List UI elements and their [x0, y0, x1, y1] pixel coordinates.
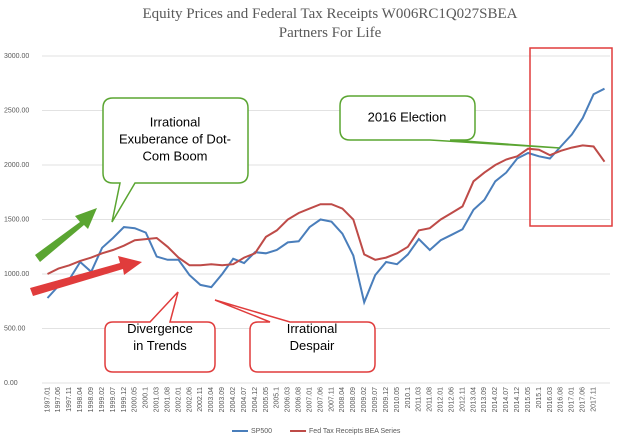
x-tick-label: 2001.08 — [164, 387, 171, 412]
x-tick-label: 2000.1 — [143, 387, 150, 409]
y-tick-label: 500.00 — [4, 325, 26, 332]
x-tick-label: 2007.01 — [306, 387, 313, 412]
callout — [104, 291, 216, 373]
annotation: Com Boom — [142, 148, 207, 163]
x-tick-label: 1998.09 — [88, 387, 95, 412]
x-tick-label: 1997.11 — [66, 387, 73, 412]
x-tick-label: 2015.1 — [536, 387, 543, 409]
x-tick-label: 2005.1 — [274, 387, 281, 409]
x-tick-label: 2005.05 — [263, 387, 270, 412]
callout — [214, 299, 376, 373]
x-tick-label: 1997.06 — [55, 387, 62, 412]
x-tick-label: 2011.03 — [416, 387, 423, 412]
x-tick-label: 2015.05 — [525, 387, 532, 412]
x-tick-label: 2000.05 — [132, 387, 139, 412]
series-line — [47, 144, 606, 275]
callout — [339, 95, 561, 149]
x-tick-label: 2013.04 — [470, 387, 477, 412]
x-tick-label: 2001.03 — [154, 387, 161, 412]
highlight-box — [529, 47, 613, 227]
legend-label: SP500 — [251, 428, 272, 435]
x-tick-label: 2007.11 — [328, 387, 335, 412]
x-tick-label: 2007.06 — [317, 387, 324, 412]
y-tick-label: 1500.00 — [4, 216, 29, 223]
x-tick-label: 2003.09 — [219, 387, 226, 412]
x-tick-label: 2016.03 — [547, 387, 554, 412]
x-tick-label: 2004.12 — [252, 387, 259, 412]
annotation: in Trends — [133, 338, 187, 353]
annotation: Irrational — [287, 321, 338, 336]
x-tick-label: 2010.05 — [394, 387, 401, 412]
x-tick-label: 2004.07 — [241, 387, 248, 412]
x-tick-label: 2012.06 — [448, 387, 455, 412]
x-tick-label: 2002.01 — [175, 387, 182, 412]
annotation: Divergence — [127, 321, 193, 336]
x-tick-label: 2017.11 — [590, 387, 597, 412]
annotation: 2016 Election — [368, 109, 447, 124]
x-tick-label: 2009.12 — [383, 387, 390, 412]
y-tick-label: 1000.00 — [4, 271, 29, 278]
plot — [46, 87, 606, 306]
green-arrow — [35, 208, 97, 262]
x-tick-label: 2004.02 — [230, 387, 237, 412]
x-tick-label: 2009.07 — [372, 387, 379, 412]
y-tick-label: 3000.00 — [4, 53, 29, 60]
x-tick-label: 2008.04 — [339, 387, 346, 412]
x-tick-label: 2002.06 — [186, 387, 193, 412]
x-tick-label: 2017.06 — [580, 387, 587, 412]
x-tick-label: 2003.04 — [208, 387, 215, 412]
x-tick-label: 1997.01 — [44, 387, 51, 412]
x-tick-label: 2014.07 — [503, 387, 510, 412]
x-tick-label: 2002.11 — [197, 387, 204, 412]
x-tick-label: 2009.02 — [361, 387, 368, 412]
x-tick-label: 2012.11 — [459, 387, 466, 412]
y-tick-label: 2000.00 — [4, 162, 29, 169]
x-tick-label: 1999.07 — [110, 387, 117, 412]
x-tick-label: 2016.08 — [558, 387, 565, 412]
x-tick-label: 2012.01 — [438, 387, 445, 412]
annotation: Irrational — [150, 114, 201, 129]
x-tick-label: 2006.03 — [285, 387, 292, 412]
x-tick-label: 1999.02 — [99, 387, 106, 412]
x-tick-label: 2011.08 — [427, 387, 434, 412]
y-tick-label: 2500.00 — [4, 107, 29, 114]
annotation: Despair — [290, 338, 335, 353]
series-line — [46, 87, 605, 306]
grid: 0.00 500.00 1000.00 1500.00 2000.00 2500.00 30… — [4, 53, 610, 412]
annotation: Exuberance of Dot- — [119, 131, 231, 146]
x-tick-label: 2014.02 — [492, 387, 499, 412]
chart-subtitle: Partners For Life — [279, 25, 382, 41]
x-tick-label: 1998.04 — [77, 387, 84, 412]
x-tick-label: 2008.09 — [350, 387, 357, 412]
chart-title: Equity Prices and Federal Tax Receipts W… — [142, 6, 517, 22]
x-tick-label: 2014.12 — [514, 387, 521, 412]
x-tick-label: 2017.01 — [569, 387, 576, 412]
legend-label: Fed Tax Receipts BEA Series — [309, 428, 401, 435]
x-tick-label: 2006.08 — [296, 387, 303, 412]
y-tick-label: 0.00 — [4, 380, 18, 387]
x-tick-label: 2013.09 — [481, 387, 488, 412]
x-tick-label: 1999.12 — [121, 387, 128, 412]
legend: SP500 Fed Tax Receipts BEA Series — [232, 428, 401, 435]
callout — [102, 97, 249, 223]
red-arrow — [30, 256, 142, 296]
x-tick-label: 2010.1 — [405, 387, 412, 409]
